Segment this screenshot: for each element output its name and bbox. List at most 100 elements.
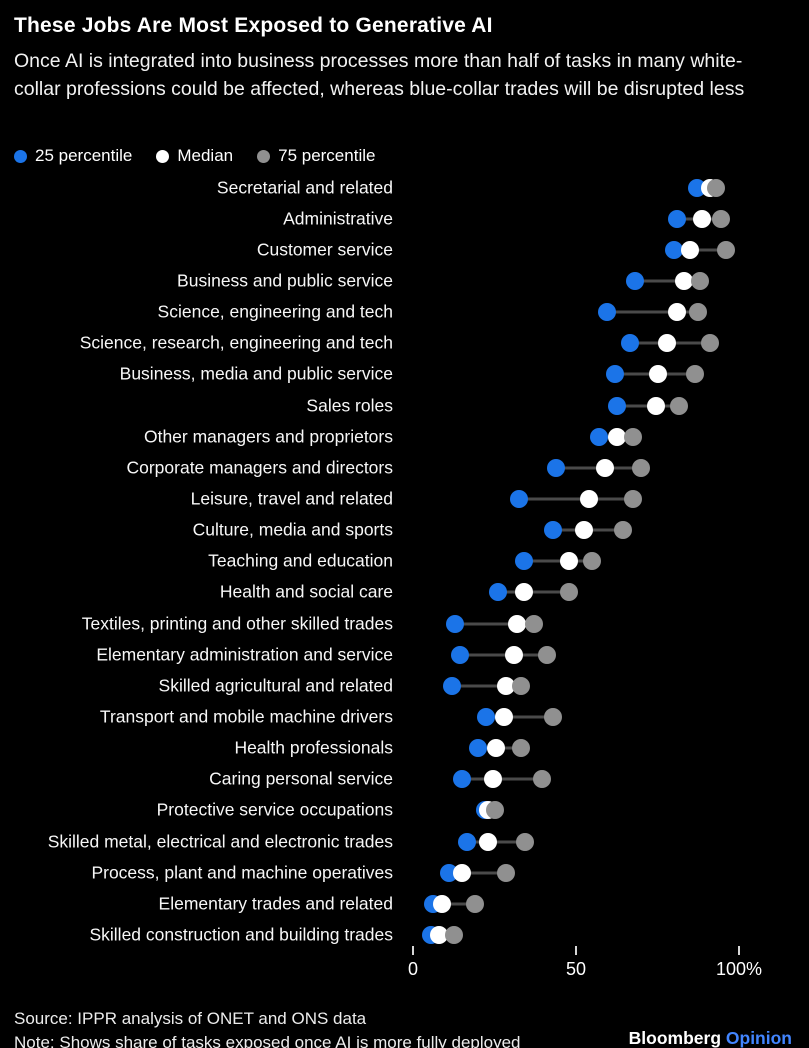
p75-dot: [444, 925, 463, 944]
median-dot: [514, 583, 533, 602]
chart-row: Secretarial and related: [0, 172, 809, 203]
row-plot-area: [413, 328, 739, 359]
chart-subtitle: Once AI is integrated into business proc…: [14, 50, 745, 100]
x-axis-tick-label: 100%: [715, 959, 763, 979]
range-connector: [497, 590, 570, 594]
category-label: Culture, media and sports: [192, 519, 393, 540]
p75-dot: [707, 178, 726, 197]
chart-row: Other managers and proprietors: [0, 421, 809, 452]
p25-dot: [457, 832, 476, 851]
x-axis-tick-label: 50: [565, 959, 587, 979]
range-connector: [460, 653, 547, 657]
chart-row: Health and social care: [0, 577, 809, 608]
range-connector: [448, 871, 506, 875]
category-label: Health professionals: [234, 737, 393, 758]
category-label: Leisure, travel and related: [190, 488, 393, 509]
p75-dot: [560, 583, 579, 602]
median-dot: [607, 427, 626, 446]
median-dot: [508, 614, 527, 633]
p75-dot: [685, 365, 704, 384]
p25-dot: [452, 770, 471, 789]
x-axis-tick: [738, 946, 740, 955]
chart-title: These Jobs Are Most Exposed to Generativ…: [14, 14, 493, 37]
legend-item-75-percentile: 75 percentile: [257, 146, 375, 166]
p25-dot: [664, 240, 683, 259]
source-note: Source: IPPR analysis of ONET and ONS da…: [14, 1009, 367, 1028]
median-dot: [646, 396, 665, 415]
category-label: Science, research, engineering and tech: [79, 332, 393, 353]
row-plot-area: [413, 297, 739, 328]
range-connector: [523, 559, 593, 563]
p25-dot: [514, 552, 533, 571]
chart-row: Textiles, printing and other skilled tra…: [0, 608, 809, 639]
range-connector: [432, 902, 475, 906]
chart-row: Customer service: [0, 234, 809, 265]
median-dot: [580, 489, 599, 508]
median-dot: [487, 739, 506, 758]
row-plot-area: [413, 670, 739, 701]
category-label: Corporate managers and directors: [126, 457, 393, 478]
p75-dot: [614, 521, 633, 540]
median-dot: [668, 303, 687, 322]
deployment-note: Note: Shows share of tasks exposed once …: [14, 1033, 521, 1048]
p25-dot: [451, 645, 470, 664]
p25-dot: [547, 458, 566, 477]
row-plot-area: [413, 452, 739, 483]
row-plot-area: [413, 826, 739, 857]
median-dot: [692, 209, 711, 228]
legend-item-median: Median: [156, 146, 233, 166]
legend-item-label: 25 percentile: [35, 146, 133, 165]
p75-dot: [516, 832, 535, 851]
chart-row: Business and public service: [0, 265, 809, 296]
median-dot: [433, 894, 452, 913]
row-plot-area: [413, 172, 739, 203]
p25-dot: [606, 365, 625, 384]
chart-row: Sales roles: [0, 390, 809, 421]
category-label: Elementary administration and service: [96, 644, 393, 665]
p75-dot: [690, 271, 709, 290]
category-label: Other managers and proprietors: [143, 426, 393, 447]
25-percentile-dot-icon: [14, 149, 27, 163]
legend-item-25-percentile: 25 percentile: [14, 146, 132, 166]
median-dot: [495, 707, 514, 726]
p25-dot: [589, 427, 608, 446]
p25-dot: [544, 521, 563, 540]
row-plot-area: [413, 483, 739, 514]
range-connector: [673, 248, 726, 252]
p25-dot: [469, 739, 488, 758]
median-dot: [575, 521, 594, 540]
row-plot-area: [413, 608, 739, 639]
dot-plot: Secretarial and related Administrative Cus…: [0, 172, 809, 951]
category-label: Science, engineering and tech: [157, 301, 393, 322]
x-axis-tick-label: 0: [407, 959, 419, 979]
median-dot: [505, 645, 524, 664]
row-plot-area: [413, 764, 739, 795]
x-axis-tick: [575, 946, 577, 955]
chart-row: Skilled metal, electrical and electronic…: [0, 826, 809, 857]
p25-dot: [443, 676, 462, 695]
chart-row: Administrative: [0, 203, 809, 234]
category-label: Business and public service: [177, 270, 393, 291]
category-label: Secretarial and related: [216, 177, 393, 198]
median-dot: [674, 271, 693, 290]
range-connector: [486, 715, 554, 719]
chart-row: Process, plant and machine operatives: [0, 857, 809, 888]
chart-row: Health professionals: [0, 733, 809, 764]
p75-dot: [511, 676, 530, 695]
chart-row: Caring personal service: [0, 764, 809, 795]
legend-item-label: Median: [177, 146, 234, 165]
p25-dot: [488, 583, 507, 602]
p25-dot: [597, 303, 616, 322]
range-connector: [455, 622, 534, 626]
chart-row: Leisure, travel and related: [0, 483, 809, 514]
p25-dot: [477, 707, 496, 726]
p75-dot: [700, 334, 719, 353]
row-plot-area: [413, 265, 739, 296]
brand-bloomberg: Bloomberg: [628, 1028, 722, 1048]
median-dot: [681, 240, 700, 259]
row-plot-area: [413, 733, 739, 764]
p75-dot: [537, 645, 556, 664]
p25-dot: [625, 271, 644, 290]
range-connector: [518, 497, 634, 501]
p75-dot: [496, 863, 515, 882]
